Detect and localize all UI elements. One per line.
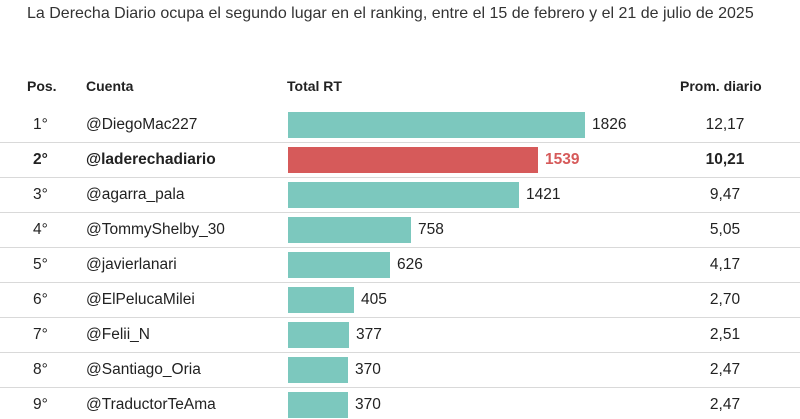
bar-value-label: 1421 bbox=[526, 186, 561, 203]
table-row: 1° @DiegoMac227 1826 12,17 bbox=[0, 108, 800, 143]
table-row: 2° @laderechadiario 1539 10,21 bbox=[0, 143, 800, 178]
bar bbox=[288, 392, 348, 418]
row-position: 1° bbox=[33, 116, 48, 133]
chart-title: La Derecha Diario ocupa el segundo lugar… bbox=[27, 5, 754, 22]
row-account: @laderechadiario bbox=[86, 151, 216, 168]
header-account: Cuenta bbox=[86, 78, 134, 94]
bar-value-label: 405 bbox=[361, 291, 387, 308]
row-account: @Felii_N bbox=[86, 326, 150, 343]
header-total-rt: Total RT bbox=[287, 78, 342, 94]
bar-value-label: 1826 bbox=[592, 116, 627, 133]
table-row: 4° @TommyShelby_30 758 5,05 bbox=[0, 213, 800, 248]
row-account: @TraductorTeAma bbox=[86, 396, 216, 413]
row-position: 7° bbox=[33, 326, 48, 343]
header-daily-average: Prom. diario bbox=[680, 78, 762, 94]
row-daily-average: 5,05 bbox=[709, 221, 741, 238]
bar-value-label: 758 bbox=[418, 221, 444, 238]
row-position: 3° bbox=[33, 186, 48, 203]
bar bbox=[288, 147, 538, 173]
header-pos: Pos. bbox=[27, 78, 57, 94]
row-position: 6° bbox=[33, 291, 48, 308]
row-account: @Santiago_Oria bbox=[86, 361, 201, 378]
bar bbox=[288, 112, 585, 138]
table-row: 5° @javierlanari 626 4,17 bbox=[0, 248, 800, 283]
row-daily-average: 10,21 bbox=[705, 151, 745, 168]
bar bbox=[288, 217, 411, 243]
row-daily-average: 12,17 bbox=[705, 116, 745, 133]
row-position: 9° bbox=[33, 396, 48, 413]
row-daily-average: 9,47 bbox=[709, 186, 741, 203]
row-daily-average: 2,47 bbox=[709, 361, 741, 378]
row-account: @TommyShelby_30 bbox=[86, 221, 225, 238]
row-account: @DiegoMac227 bbox=[86, 116, 198, 133]
row-account: @javierlanari bbox=[86, 256, 177, 273]
row-daily-average: 2,51 bbox=[709, 326, 741, 343]
bar-value-label: 377 bbox=[356, 326, 382, 343]
table-row: 3° @agarra_pala 1421 9,47 bbox=[0, 178, 800, 213]
bar bbox=[288, 287, 354, 313]
row-daily-average: 4,17 bbox=[709, 256, 741, 273]
row-daily-average: 2,70 bbox=[709, 291, 741, 308]
bar-value-label: 370 bbox=[355, 361, 381, 378]
bar-value-label: 370 bbox=[355, 396, 381, 413]
bar-value-label: 1539 bbox=[545, 151, 580, 168]
row-position: 2° bbox=[33, 151, 48, 168]
row-position: 8° bbox=[33, 361, 48, 378]
table-row: 6° @ElPelucaMilei 405 2,70 bbox=[0, 283, 800, 318]
table-row: 8° @Santiago_Oria 370 2,47 bbox=[0, 353, 800, 388]
bar bbox=[288, 182, 519, 208]
bar-value-label: 626 bbox=[397, 256, 423, 273]
table-row: 9° @TraductorTeAma 370 2,47 bbox=[0, 388, 800, 419]
row-daily-average: 2,47 bbox=[709, 396, 741, 413]
row-position: 4° bbox=[33, 221, 48, 238]
row-position: 5° bbox=[33, 256, 48, 273]
bar bbox=[288, 322, 349, 348]
row-account: @ElPelucaMilei bbox=[86, 291, 195, 308]
table-row: 7° @Felii_N 377 2,51 bbox=[0, 318, 800, 353]
row-account: @agarra_pala bbox=[86, 186, 185, 203]
bar bbox=[288, 357, 348, 383]
bar bbox=[288, 252, 390, 278]
